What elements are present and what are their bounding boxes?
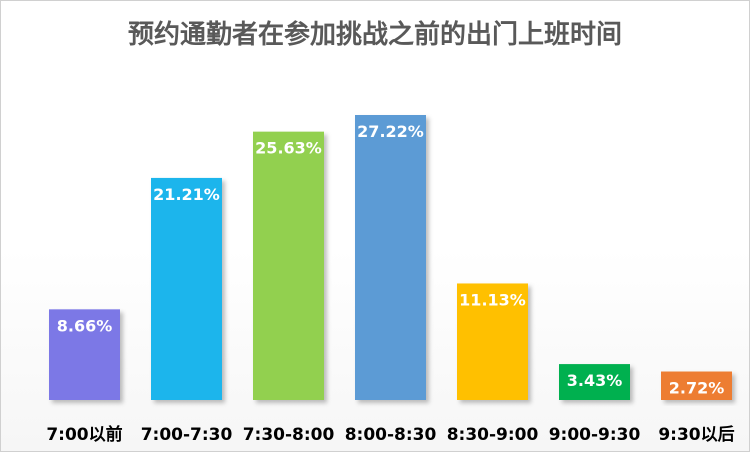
bar-1 — [49, 309, 120, 400]
data-label-1: 8.66% — [57, 316, 113, 335]
category-label-1: 7:00以前 — [46, 424, 122, 445]
bar-3 — [253, 131, 324, 400]
bar-6 — [559, 364, 630, 400]
bar-4 — [355, 115, 426, 401]
category-label-5: 8:30-9:00 — [447, 425, 539, 445]
data-label-4: 27.22% — [357, 122, 424, 141]
data-label-2: 21.21% — [153, 185, 220, 204]
category-label-3: 7:30-8:00 — [243, 425, 335, 445]
bar-2 — [151, 177, 222, 400]
data-label-3: 25.63% — [255, 139, 322, 158]
category-label-4: 8:00-8:30 — [345, 425, 437, 445]
category-label-6: 9:00-9:30 — [549, 425, 641, 445]
category-label-7: 9:30以后 — [658, 425, 734, 445]
data-label-5: 11.13% — [459, 290, 526, 309]
bar-5 — [457, 283, 528, 400]
data-label-6: 3.43% — [567, 371, 623, 390]
data-label-7: 2.72% — [669, 379, 725, 398]
chart-title: 预约通勤者在参加挑战之前的出门上班时间 — [127, 20, 622, 50]
bar-7 — [661, 371, 732, 400]
category-label-2: 7:00-7:30 — [141, 425, 233, 445]
